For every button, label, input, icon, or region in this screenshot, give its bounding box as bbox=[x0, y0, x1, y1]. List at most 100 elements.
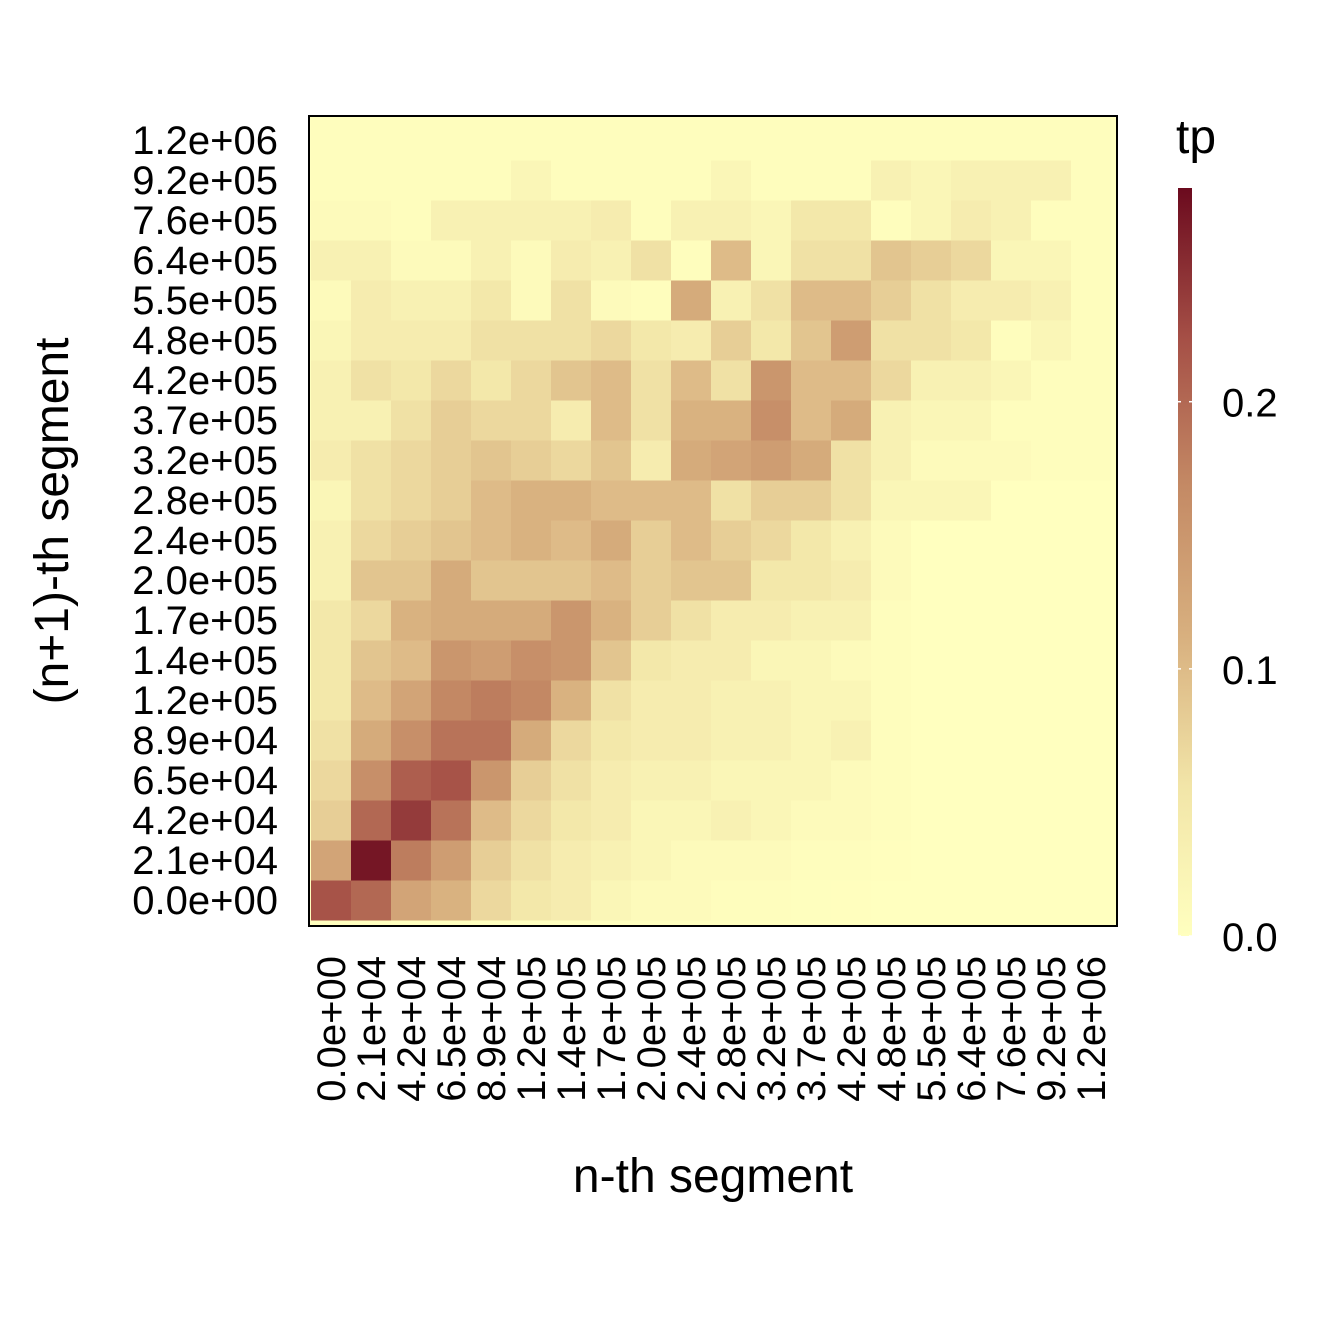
x-tick-label: 8.9e+04 bbox=[470, 956, 514, 1102]
heatmap-cell bbox=[591, 320, 632, 361]
heatmap-cell bbox=[631, 520, 672, 561]
heatmap-cell bbox=[911, 600, 952, 641]
heatmap-cell bbox=[591, 480, 632, 521]
x-axis-tick-labels: 0.0e+002.1e+044.2e+046.5e+048.9e+041.2e+… bbox=[310, 956, 1114, 1102]
heatmap-cell bbox=[831, 880, 872, 921]
heatmap-cell bbox=[831, 520, 872, 561]
heatmap-cell bbox=[831, 720, 872, 761]
heatmap-cell bbox=[1071, 320, 1112, 361]
heatmap-cell bbox=[311, 160, 352, 201]
heatmap-cell bbox=[431, 560, 472, 601]
heatmap-cell bbox=[471, 440, 512, 481]
heatmap-cell bbox=[991, 200, 1032, 241]
heatmap-cell bbox=[311, 600, 352, 641]
heatmap-cell bbox=[431, 240, 472, 281]
heatmap-cell bbox=[311, 880, 352, 921]
x-tick-label: 2.4e+05 bbox=[670, 956, 714, 1102]
heatmap-cell bbox=[831, 440, 872, 481]
heatmap-cell bbox=[471, 360, 512, 401]
heatmap-cell bbox=[391, 280, 432, 321]
heatmap-cell bbox=[551, 560, 592, 601]
heatmap-cell bbox=[1071, 200, 1112, 241]
heatmap-cell bbox=[431, 760, 472, 801]
heatmap-cell bbox=[1031, 440, 1072, 481]
heatmap-cell bbox=[951, 480, 992, 521]
heatmap-cell bbox=[431, 400, 472, 441]
heatmap-cell bbox=[351, 200, 392, 241]
heatmap-cell bbox=[1031, 120, 1072, 161]
heatmap-cell bbox=[311, 320, 352, 361]
heatmap-cell bbox=[1071, 400, 1112, 441]
heatmap-cell bbox=[951, 720, 992, 761]
heatmap-cell bbox=[391, 640, 432, 681]
heatmap-cell bbox=[951, 240, 992, 281]
heatmap-cell bbox=[991, 760, 1032, 801]
heatmap-cell bbox=[511, 640, 552, 681]
heatmap-cell bbox=[1031, 480, 1072, 521]
heatmap-cell bbox=[511, 800, 552, 841]
heatmap-cell bbox=[1071, 560, 1112, 601]
heatmap-cell bbox=[591, 440, 632, 481]
heatmap-cell bbox=[431, 600, 472, 641]
heatmap-cell bbox=[991, 240, 1032, 281]
heatmap-cell bbox=[471, 720, 512, 761]
heatmap-cell bbox=[551, 480, 592, 521]
heatmap-cells bbox=[309, 116, 1117, 926]
heatmap-cell bbox=[391, 880, 432, 921]
heatmap-cell bbox=[351, 720, 392, 761]
y-tick-label: 9.2e+05 bbox=[132, 159, 278, 203]
x-tick-label: 9.2e+05 bbox=[1030, 956, 1074, 1102]
y-tick-label: 2.0e+05 bbox=[132, 559, 278, 603]
heatmap-cell bbox=[951, 640, 992, 681]
heatmap-cell bbox=[551, 360, 592, 401]
heatmap-cell bbox=[551, 680, 592, 721]
heatmap-cell bbox=[991, 560, 1032, 601]
heatmap-cell bbox=[871, 240, 912, 281]
heatmap-cell bbox=[391, 520, 432, 561]
heatmap-cell bbox=[991, 280, 1032, 321]
heatmap-cell bbox=[1071, 480, 1112, 521]
heatmap-cell bbox=[951, 360, 992, 401]
heatmap-cell bbox=[351, 240, 392, 281]
heatmap-cell bbox=[351, 640, 392, 681]
heatmap-cell bbox=[1031, 200, 1072, 241]
heatmap-cell bbox=[711, 720, 752, 761]
heatmap-cell bbox=[471, 640, 512, 681]
heatmap-cell bbox=[591, 760, 632, 801]
heatmap-cell bbox=[951, 600, 992, 641]
heatmap-cell bbox=[951, 520, 992, 561]
y-tick-label: 7.6e+05 bbox=[132, 199, 278, 243]
heatmap-cell bbox=[551, 160, 592, 201]
y-tick-label: 5.5e+05 bbox=[132, 279, 278, 323]
heatmap-cell bbox=[431, 840, 472, 881]
heatmap-cell bbox=[911, 400, 952, 441]
heatmap-cell bbox=[1031, 360, 1072, 401]
y-tick-label: 4.2e+05 bbox=[132, 359, 278, 403]
heatmap-cell bbox=[311, 800, 352, 841]
heatmap-cell bbox=[711, 880, 752, 921]
heatmap-cell bbox=[511, 720, 552, 761]
heatmap-cell bbox=[391, 240, 432, 281]
heatmap-cell bbox=[1031, 800, 1072, 841]
heatmap-cell bbox=[791, 440, 832, 481]
heatmap-cell bbox=[1071, 600, 1112, 641]
y-tick-label: 4.8e+05 bbox=[132, 319, 278, 363]
heatmap-cell bbox=[591, 280, 632, 321]
heatmap-cell bbox=[911, 480, 952, 521]
x-tick-label: 6.4e+05 bbox=[950, 956, 994, 1102]
heatmap-cell bbox=[791, 600, 832, 641]
heatmap-cell bbox=[871, 360, 912, 401]
heatmap-cell bbox=[751, 800, 792, 841]
heatmap-cell bbox=[1071, 800, 1112, 841]
heatmap-cell bbox=[311, 440, 352, 481]
heatmap-cell bbox=[711, 800, 752, 841]
y-tick-label: 3.7e+05 bbox=[132, 399, 278, 443]
heatmap-cell bbox=[591, 360, 632, 401]
heatmap-cell bbox=[831, 120, 872, 161]
heatmap-cell bbox=[631, 680, 672, 721]
heatmap-cell bbox=[351, 160, 392, 201]
heatmap-cell bbox=[391, 360, 432, 401]
heatmap-cell bbox=[831, 320, 872, 361]
heatmap-cell bbox=[471, 240, 512, 281]
heatmap-cell bbox=[511, 880, 552, 921]
